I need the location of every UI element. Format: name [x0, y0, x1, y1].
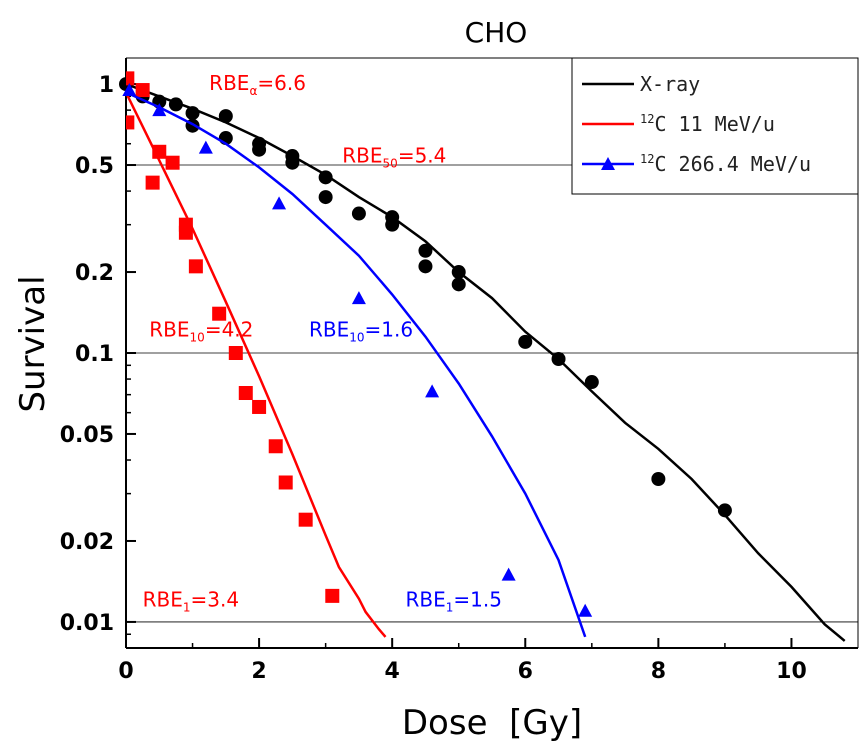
data-point-series-0-3 [168, 97, 183, 112]
data-point-series-1-12 [252, 399, 267, 414]
y-tick-label-0.5: 0.5 [75, 154, 114, 179]
data-point-series-0-16 [385, 217, 400, 232]
data-point-series-0-18 [418, 259, 433, 274]
data-point-series-0-13 [318, 190, 333, 205]
data-point-series-0-11 [285, 155, 300, 170]
fit-line-series-1 [126, 91, 387, 638]
legend-label-1: 12C 11 MeV/u [640, 112, 775, 136]
data-point-series-1-7 [178, 225, 193, 240]
data-point-series-0-20 [451, 277, 466, 292]
x-tick-label-6: 6 [518, 659, 533, 684]
y-tick-label-0.01: 0.01 [60, 611, 114, 636]
x-tick-label-4: 4 [385, 659, 400, 684]
x-tick-label-10: 10 [776, 659, 807, 684]
data-point-series-1-10 [228, 346, 243, 360]
data-point-series-0-14 [351, 206, 366, 221]
y-tick-label-0.02: 0.02 [60, 530, 114, 555]
legend-label-2: 12C 266.4 MeV/u [640, 152, 811, 176]
legend-box [571, 57, 859, 195]
y-axis-title: Survival [13, 275, 53, 412]
y-tick-label-0.1: 0.1 [75, 342, 114, 367]
legend-marker-2 [601, 157, 615, 170]
data-point-series-1-4 [152, 144, 167, 159]
data-point-series-2-4 [351, 291, 366, 305]
fit-line-series-0 [126, 82, 846, 642]
data-point-series-0-24 [651, 472, 666, 487]
y-tick-label-0.2: 0.2 [75, 261, 114, 286]
rbe-annotation-4: RBE1=3.4 [143, 588, 239, 615]
data-point-series-1-5 [165, 155, 180, 170]
x-tick-label-8: 8 [651, 659, 666, 684]
data-point-series-0-12 [318, 170, 333, 185]
rbe-annotation-1: RBE50=5.4 [342, 144, 446, 171]
data-point-series-2-6 [501, 567, 516, 581]
data-point-series-0-17 [418, 243, 433, 258]
data-point-series-2-7 [578, 603, 593, 617]
data-point-series-1-16 [325, 588, 340, 603]
data-point-series-1-0 [126, 71, 135, 86]
data-point-series-2-3 [272, 196, 287, 210]
data-point-series-1-9 [212, 306, 227, 321]
data-point-series-0-9 [252, 142, 267, 157]
legend-label-0: X-ray [640, 72, 700, 96]
data-point-series-0-6 [218, 109, 233, 124]
rbe-annotation-0: RBEα=6.6 [209, 71, 306, 98]
data-point-series-1-8 [188, 259, 203, 274]
data-point-series-1-3 [145, 175, 160, 190]
chart-title: CHO [465, 16, 528, 49]
data-point-series-1-15 [298, 512, 313, 527]
data-point-series-0-21 [518, 334, 533, 349]
x-tick-label-2: 2 [251, 659, 266, 684]
data-point-series-1-14 [278, 475, 293, 490]
data-point-series-2-5 [425, 384, 440, 398]
y-tick-label-1: 1 [99, 73, 114, 98]
rbe-annotation-2: RBE10=4.2 [149, 318, 253, 345]
data-point-series-2-0 [122, 83, 137, 97]
x-axis-title: Dose [Gy] [402, 703, 582, 743]
data-point-series-0-4 [185, 106, 200, 121]
data-point-series-0-25 [717, 503, 732, 518]
data-point-series-1-11 [238, 386, 253, 401]
data-point-series-2-2 [198, 140, 213, 154]
data-point-series-0-23 [584, 375, 599, 390]
data-point-series-2-1 [152, 103, 167, 117]
x-tick-label-0: 0 [118, 659, 133, 684]
plot-area: 0 2 4 6 8 10 1 0.5 0.2 0.1 0.05 0.02 0.01 RBEα=6.6 RBE… [60, 57, 859, 684]
data-point-series-0-22 [551, 351, 566, 366]
rbe-annotation-5: RBE1=1.5 [405, 588, 501, 615]
data-point-series-0-19 [451, 265, 466, 280]
data-point-series-1-1 [126, 115, 135, 130]
fit-line-series-2 [126, 91, 587, 638]
y-tick-label-0.05: 0.05 [60, 423, 114, 448]
data-point-series-1-2 [135, 83, 150, 98]
data-point-series-1-13 [268, 439, 283, 454]
rbe-annotation-3: RBE10=1.6 [309, 318, 413, 345]
